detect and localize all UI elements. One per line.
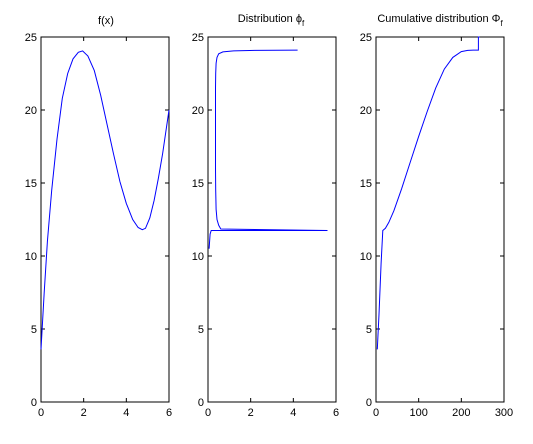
subplot-1-ytick-label: 25 [25, 32, 37, 44]
subplot-1-ytick-label: 0 [31, 397, 37, 409]
subplot-2-title: Distribution ϕf [238, 13, 305, 28]
subplot-3-title-main: Cumulative distribution Φ [377, 13, 500, 25]
subplot-1-axes-box [40, 36, 170, 403]
subplot-1-series-line [40, 50, 170, 350]
subplot-2-ytick-label: 20 [192, 105, 204, 117]
subplot-1-xtick-label: 0 [38, 407, 44, 419]
subplot-3-series-line [376, 36, 480, 350]
subplot-3-title-subscript: f [500, 19, 503, 28]
subplot-3-axes-box [375, 36, 505, 403]
subplot-1-ytick-label: 10 [25, 251, 37, 263]
subplot-1-xtick-label: 6 [166, 407, 172, 419]
subplot-2-xtick-label: 2 [248, 407, 254, 419]
subplot-2-ticks: 0 2 4 6 0 5 10 15 20 25 [192, 32, 339, 419]
subplot-3-ytick-label: 25 [360, 32, 372, 44]
subplot-2-series-line [208, 49, 328, 249]
subplot-2-axes-box [207, 36, 337, 403]
subplot-2-ytick-label: 25 [192, 32, 204, 44]
subplot-1-ticks: 0 2 4 6 0 5 10 15 20 25 [25, 32, 172, 419]
subplot-3-xtick-label: 0 [373, 407, 379, 419]
subplot-1-title: f(x) [98, 15, 114, 27]
subplot-2-xtick-label: 4 [290, 407, 296, 419]
subplot-3-title: Cumulative distribution Φf [377, 13, 503, 28]
subplot-3-ticks: 0 100 200 300 0 5 10 15 20 25 [360, 32, 513, 419]
subplot-2-ytick-label: 5 [198, 324, 204, 336]
subplot-3-ytick-label: 5 [366, 324, 372, 336]
subplot-1-xtick-label: 2 [81, 407, 87, 419]
subplot-3-ytick-label: 0 [366, 397, 372, 409]
subplot-2: Distribution ϕf 0 2 4 6 0 5 10 15 20 25 [192, 13, 339, 419]
subplot-3-xtick-label: 100 [409, 407, 427, 419]
subplot-2-title-subscript: f [302, 19, 305, 28]
subplot-3: Cumulative distribution Φf 0 100 200 300 0 5 1… [360, 13, 513, 419]
subplot-2-xtick-label: 6 [333, 407, 339, 419]
subplot-3-ytick-label: 15 [360, 178, 372, 190]
subplot-1: f(x) 0 2 4 6 0 5 10 15 20 25 [25, 15, 172, 419]
subplot-2-title-main: Distribution ϕ [238, 13, 302, 25]
subplot-1-xtick-label: 4 [123, 407, 129, 419]
subplot-3-xtick-label: 300 [495, 407, 513, 419]
subplot-1-ytick-label: 15 [25, 178, 37, 190]
subplot-2-xtick-label: 0 [205, 407, 211, 419]
subplot-1-ytick-label: 5 [31, 324, 37, 336]
subplot-3-ytick-label: 20 [360, 105, 372, 117]
subplot-2-ytick-label: 15 [192, 178, 204, 190]
subplot-2-ytick-label: 10 [192, 251, 204, 263]
subplot-1-ytick-label: 20 [25, 105, 37, 117]
subplot-3-ytick-label: 10 [360, 251, 372, 263]
subplot-2-ytick-label: 0 [198, 397, 204, 409]
subplot-3-xtick-label: 200 [452, 407, 470, 419]
